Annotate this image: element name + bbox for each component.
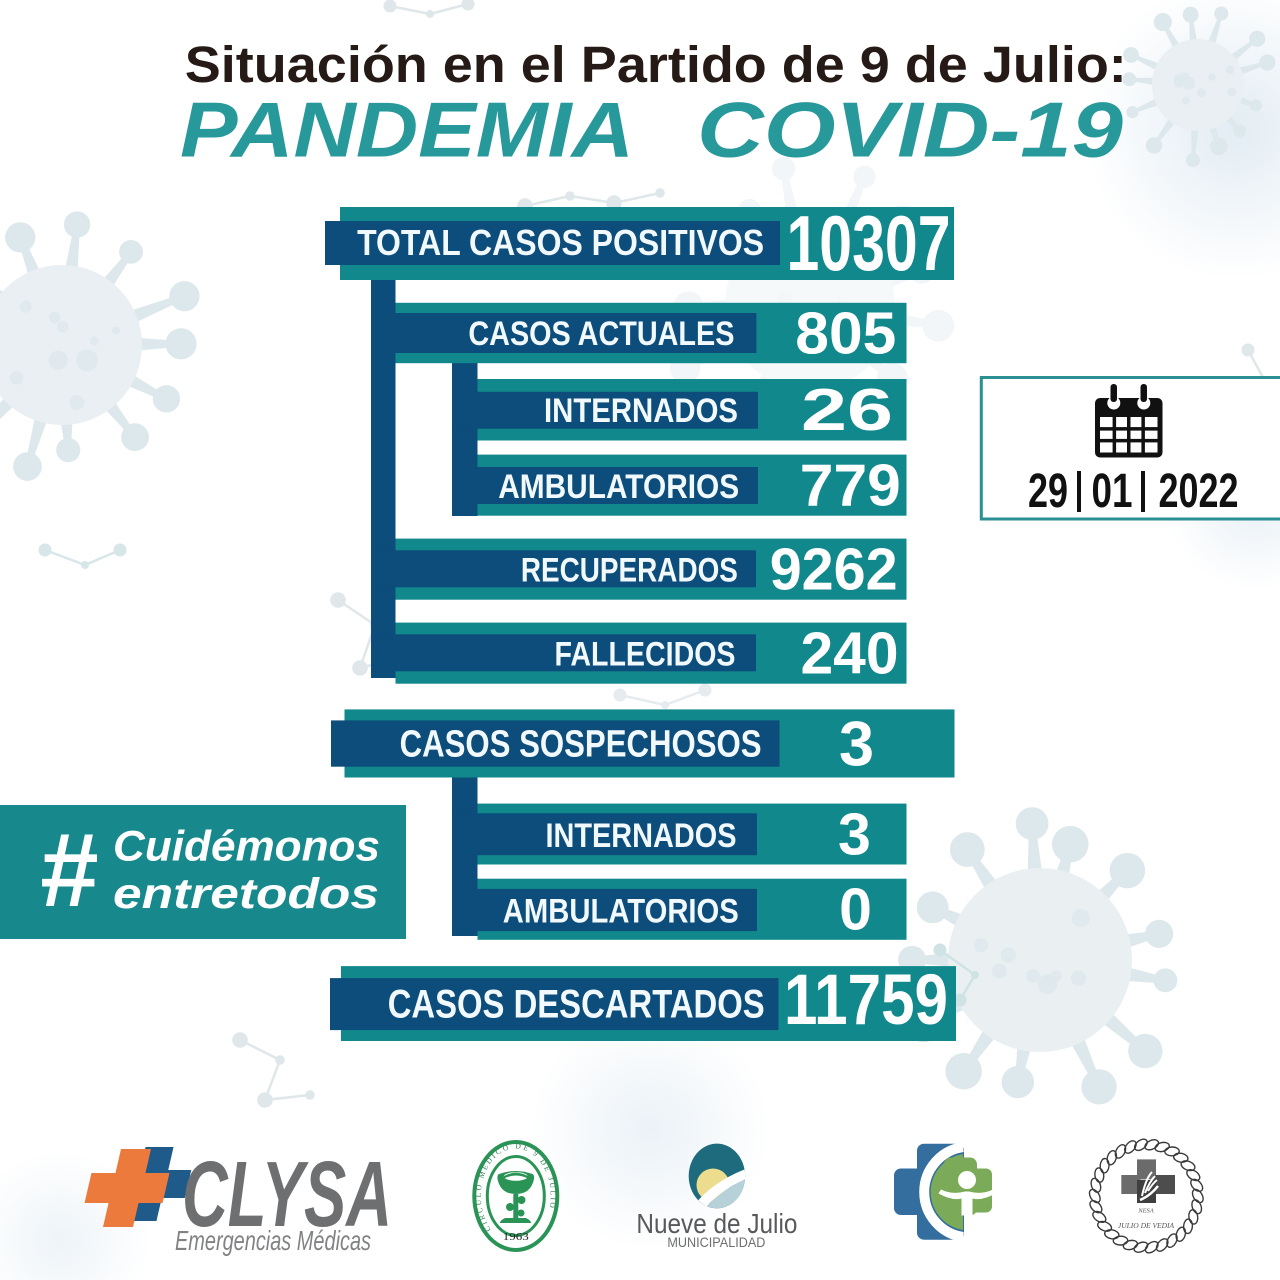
svg-text:CLYSA: CLYSA bbox=[182, 1142, 392, 1246]
svg-text:MUNICIPALIDAD: MUNICIPALIDAD bbox=[667, 1234, 765, 1250]
svg-text:Nueve de Julio: Nueve de Julio bbox=[636, 1208, 797, 1239]
svg-text:2022: 2022 bbox=[1159, 465, 1239, 518]
svg-text:INTERNADOS: INTERNADOS bbox=[546, 817, 737, 855]
svg-text:3: 3 bbox=[838, 801, 871, 867]
svg-text:NESA: NESA bbox=[1137, 1208, 1154, 1215]
svg-text:805: 805 bbox=[795, 300, 896, 366]
svg-text:1963: 1963 bbox=[503, 1231, 530, 1243]
svg-text:11759: 11759 bbox=[784, 960, 948, 1040]
svg-text:26: 26 bbox=[801, 377, 893, 443]
svg-text:PANDEMIA: PANDEMIA bbox=[180, 85, 634, 173]
svg-text:01: 01 bbox=[1092, 465, 1133, 518]
svg-text:29: 29 bbox=[1028, 465, 1068, 518]
svg-text:CASOS ACTUALES: CASOS ACTUALES bbox=[468, 315, 734, 353]
svg-text:0: 0 bbox=[839, 877, 872, 943]
svg-text:JULIO DE VEDIA: JULIO DE VEDIA bbox=[1118, 1221, 1175, 1230]
svg-text:TOTAL CASOS POSITIVOS: TOTAL CASOS POSITIVOS bbox=[357, 222, 764, 263]
svg-text:FALLECIDOS: FALLECIDOS bbox=[555, 635, 736, 673]
svg-text:3: 3 bbox=[839, 710, 874, 780]
svg-text:CASOS DESCARTADOS: CASOS DESCARTADOS bbox=[388, 983, 765, 1027]
svg-text:240: 240 bbox=[801, 620, 899, 686]
svg-text:CASOS SOSPECHOSOS: CASOS SOSPECHOSOS bbox=[400, 724, 762, 766]
svg-text:779: 779 bbox=[800, 453, 901, 519]
svg-text:COVID-19: COVID-19 bbox=[697, 85, 1124, 173]
svg-text:10307: 10307 bbox=[787, 199, 951, 287]
svg-text:AMBULATORIOS: AMBULATORIOS bbox=[503, 893, 739, 931]
svg-text:Emergencias Médicas: Emergencias Médicas bbox=[175, 1225, 371, 1256]
svg-text:9262: 9262 bbox=[770, 536, 898, 602]
svg-text:#: # bbox=[39, 812, 98, 929]
svg-text:INTERNADOS: INTERNADOS bbox=[544, 392, 738, 430]
svg-text:RECUPERADOS: RECUPERADOS bbox=[521, 551, 738, 589]
svg-text:entretodos: entretodos bbox=[113, 870, 379, 918]
svg-text:Situación en el Partido de 9 d: Situación en el Partido de 9 de Julio: bbox=[185, 36, 1127, 93]
svg-text:AMBULATORIOS: AMBULATORIOS bbox=[498, 468, 739, 506]
svg-text:Cuidémonos: Cuidémonos bbox=[113, 823, 380, 871]
